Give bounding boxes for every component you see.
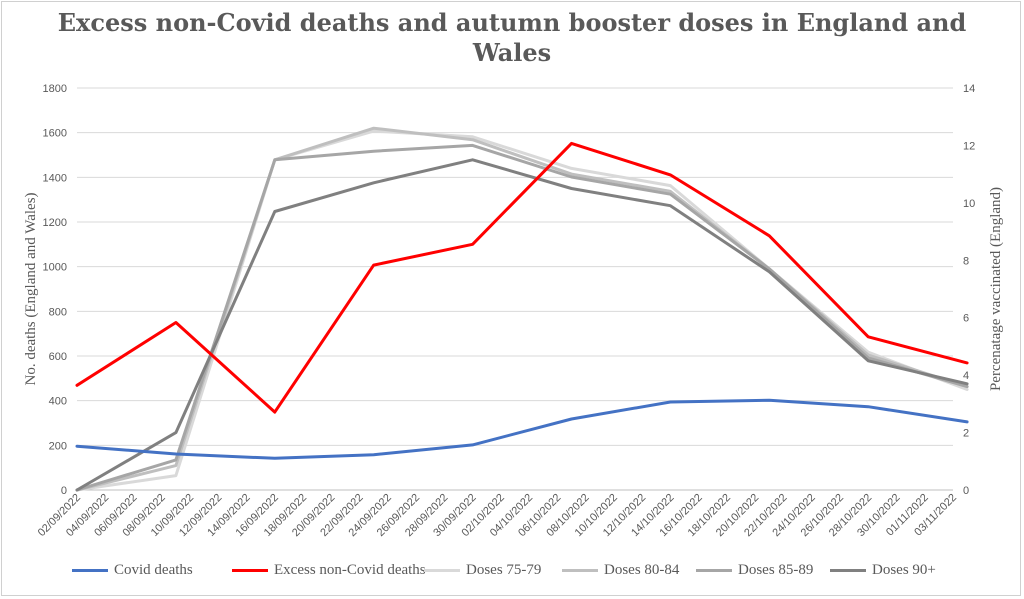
y-tick-label: 800 [49,306,67,318]
legend-label: Covid deaths [114,562,193,578]
legend-swatch [562,569,598,572]
legend-label: Doses 85-89 [738,562,814,578]
legend-label: Doses 90+ [872,562,936,578]
series-line-doses-80-84 [75,126,969,492]
series-line-doses-75-79 [75,129,969,492]
y2-tick-label: 4 [963,370,969,382]
legend-item: Covid deaths [72,562,193,579]
series-line-covid-deaths [75,398,969,460]
y-tick-label: 1600 [43,128,67,140]
y-tick-label: 200 [49,440,67,452]
legend-label: Excess non-Covid deaths [274,562,426,578]
y-axis-label: No. deaths (England and Wales) [23,192,39,385]
y-tick-label: 1800 [43,83,67,95]
series-line-doses-85-89 [75,143,969,492]
y-tick-label: 1000 [43,262,67,274]
y2-tick-label: 2 [963,428,969,440]
y2-axis-label: Percenatage vaccinated (England) [988,187,1004,391]
series-line-doses-90 [75,158,969,492]
y-tick-label: 1200 [43,217,67,229]
legend-swatch [424,569,460,572]
chart-title: Excess non-Covid deaths and autumn boost… [0,8,1024,68]
legend-item: Excess non-Covid deaths [232,562,426,579]
legend-swatch [696,569,732,572]
legend-item: Doses 85-89 [696,562,813,579]
y2-tick-label: 12 [963,140,975,152]
y-tick-label: 0 [61,485,67,497]
chart-title-line-2: Wales [472,38,552,67]
legend-item: Doses 75-79 [424,562,541,579]
series-line-excess-non-covid-deaths [75,141,969,414]
y2-tick-label: 14 [963,83,975,95]
legend-label: Doses 80-84 [604,562,680,578]
legend-label: Doses 75-79 [466,562,542,578]
legend-swatch [72,569,108,572]
y2-tick-label: 6 [963,313,969,325]
y2-tick-label: 10 [963,198,975,210]
chart-title-line-1: Excess non-Covid deaths and autumn boost… [57,8,967,37]
y-tick-label: 600 [49,351,67,363]
y-tick-label: 400 [49,396,67,408]
chart-legend: Covid deaths Excess non-Covid deaths Doses… [0,562,1024,588]
legend-item: Doses 80-84 [562,562,679,579]
y2-tick-label: 0 [963,485,969,497]
legend-swatch [830,569,866,572]
legend-item: Doses 90+ [830,562,936,579]
y2-tick-label: 8 [963,255,969,267]
y-tick-label: 1400 [43,172,67,184]
legend-swatch [232,569,268,572]
